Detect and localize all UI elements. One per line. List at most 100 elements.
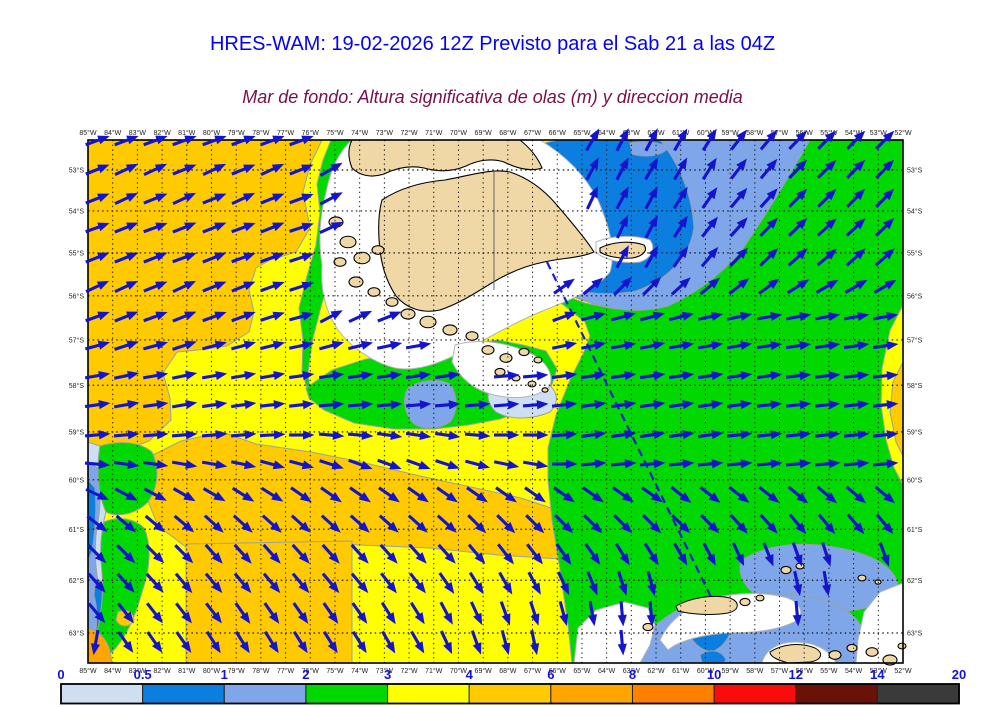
wave-direction-arrow	[85, 164, 110, 176]
wave-direction-arrow	[259, 459, 286, 470]
wave-direction-arrow	[434, 400, 461, 410]
colorbar-tick-label: 0	[57, 667, 64, 682]
axis-tick-label: 55°W	[820, 667, 838, 675]
wave-direction-arrow	[143, 222, 168, 234]
axis-tick-label: 54°W	[845, 667, 863, 675]
wave-direction-arrow	[670, 277, 691, 296]
wave-direction-arrow	[788, 217, 808, 237]
wave-direction-arrow	[615, 186, 629, 210]
wave-direction-arrow	[843, 311, 870, 322]
wave-direction-arrow	[702, 542, 716, 566]
wave-direction-arrow	[172, 280, 197, 294]
wave-direction-arrow	[816, 248, 838, 267]
wave-direction-arrow	[347, 340, 374, 351]
wave-direction-arrow	[814, 341, 841, 351]
wave-direction-arrow	[788, 188, 808, 208]
wave-direction-arrow	[580, 340, 607, 350]
wave-direction-arrow	[643, 542, 659, 566]
wave-direction-arrow	[205, 602, 222, 624]
axis-tick-label: 63°S	[907, 630, 923, 638]
axis-tick-label: 74°W	[351, 667, 369, 675]
wave-direction-arrow	[464, 430, 491, 440]
axis-tick-label: 64°W	[598, 129, 616, 137]
wave-direction-arrow	[171, 430, 198, 440]
wave-direction-arrow	[234, 630, 250, 654]
wave-direction-arrow	[700, 514, 720, 534]
wave-direction-arrow	[730, 129, 747, 151]
wave-direction-arrow	[205, 630, 221, 654]
wave-direction-arrow	[641, 486, 663, 503]
wave-direction-arrow	[434, 430, 461, 440]
axis-tick-label: 62°S	[907, 577, 923, 585]
wave-direction-arrow	[350, 543, 369, 564]
island	[339, 235, 357, 249]
wave-direction-arrow	[701, 128, 717, 152]
axis-tick-label: 63°W	[623, 667, 641, 675]
colorbar-tick-label: 3	[384, 667, 391, 682]
wave-direction-arrow	[113, 399, 140, 410]
wave-direction-arrow	[701, 157, 717, 181]
wave-direction-arrow	[610, 400, 637, 410]
wave-direction-arrow	[146, 631, 163, 653]
wave-direction-arrow	[726, 430, 753, 440]
axis-tick-label: 85°W	[79, 129, 97, 137]
wave-direction-arrow	[668, 430, 695, 440]
wave-direction-arrow	[558, 600, 569, 627]
axis-tick-label: 53°W	[870, 129, 888, 137]
wave-direction-arrow	[143, 252, 168, 264]
wave-direction-arrow	[610, 459, 637, 469]
wave-direction-arrow	[380, 572, 397, 594]
wave-direction-arrow	[583, 514, 603, 534]
axis-tick-label: 81°W	[178, 129, 196, 137]
wave-direction-arrow	[260, 311, 285, 322]
wave-direction-arrow	[726, 459, 753, 469]
wave-direction-arrow	[845, 248, 866, 267]
wave-direction-arrow	[522, 459, 549, 470]
wave-direction-arrow	[814, 459, 841, 469]
wave-direction-arrow	[145, 544, 165, 564]
wave-direction-arrow	[843, 371, 870, 381]
wave-direction-arrow	[785, 311, 812, 322]
wave-direction-arrow	[231, 164, 256, 176]
wave-direction-arrow	[233, 543, 252, 564]
wave-direction-arrow	[318, 430, 345, 440]
wave-direction-arrow	[646, 570, 657, 597]
wave-direction-arrow	[203, 514, 224, 533]
wave-direction-arrow	[351, 630, 367, 654]
axis-tick-label: 85°W	[79, 667, 97, 675]
wave-direction-arrow	[785, 430, 812, 440]
island	[846, 643, 858, 653]
wave-direction-arrow	[232, 514, 253, 533]
wave-direction-arrow	[525, 514, 545, 534]
wave-direction-arrow	[288, 340, 315, 350]
wave-direction-arrow	[172, 135, 197, 147]
wave-direction-arrow	[143, 281, 168, 293]
axis-tick-label: 59°W	[722, 667, 740, 675]
axis-tick-label: 71°W	[425, 667, 443, 675]
axis-tick-label: 82°W	[153, 129, 171, 137]
wave-direction-arrow	[348, 310, 373, 324]
axis-tick-label: 82°W	[153, 667, 171, 675]
wave-direction-arrow	[318, 400, 345, 410]
island	[828, 650, 842, 660]
wave-direction-arrow	[260, 281, 285, 293]
axis-tick-label: 78°W	[252, 129, 270, 137]
wave-direction-arrow	[756, 341, 783, 351]
axis-tick-label: 59°S	[69, 428, 85, 436]
wave-direction-arrow	[289, 252, 314, 263]
wave-direction-arrow	[464, 400, 491, 410]
wave-direction-arrow	[289, 281, 314, 292]
wave-direction-arrow	[615, 214, 629, 239]
island	[533, 356, 543, 364]
axis-tick-label: 83°W	[129, 667, 147, 675]
wave-direction-arrow	[288, 311, 315, 322]
island	[897, 642, 907, 650]
island	[755, 594, 765, 602]
map-border	[87, 139, 904, 664]
wave-direction-arrow	[552, 311, 577, 323]
wave-direction-arrow	[114, 252, 139, 264]
wave-direction-arrow	[439, 630, 453, 655]
wave-direction-arrow	[728, 278, 750, 295]
wave-direction-arrow	[553, 278, 575, 295]
wave-direction-arrow	[377, 311, 402, 323]
